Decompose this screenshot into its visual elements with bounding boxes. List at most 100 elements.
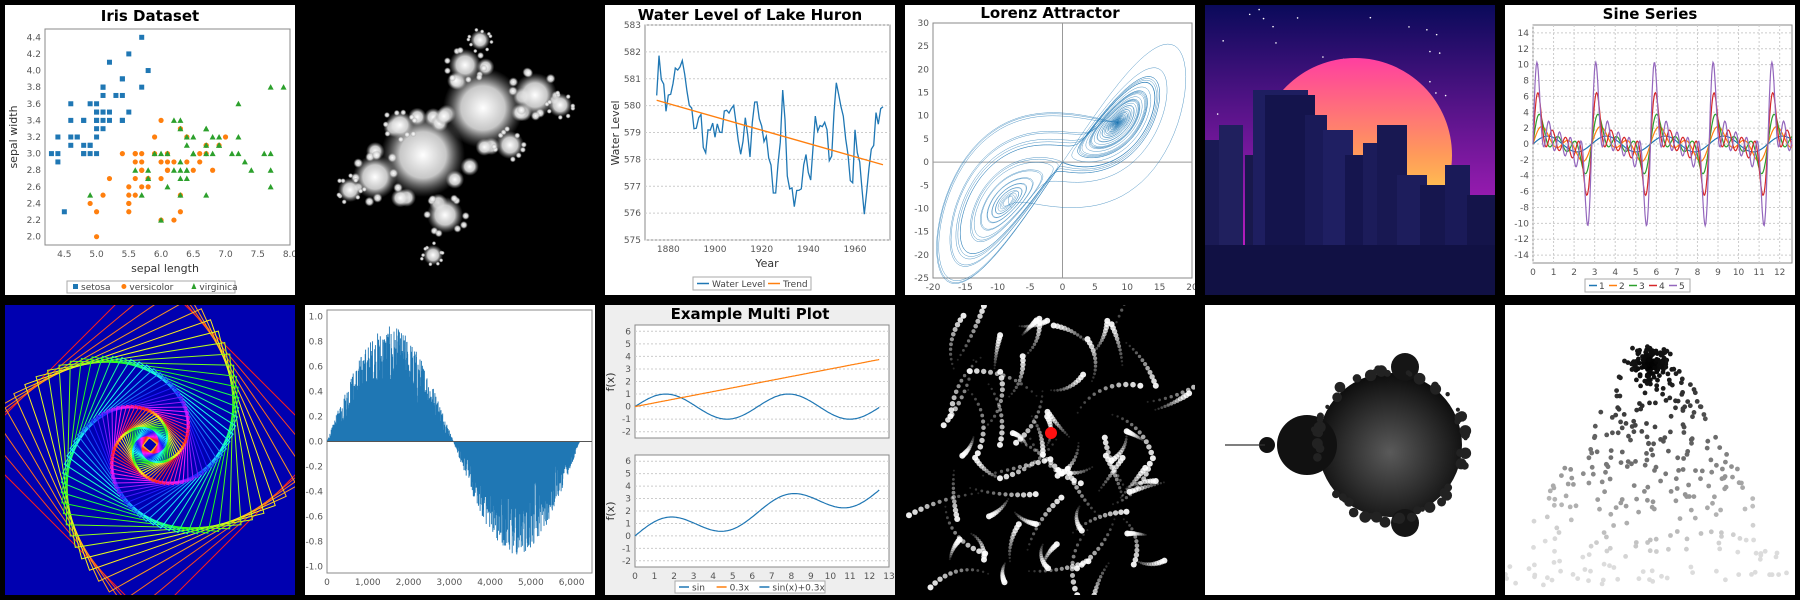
virginica-point: [203, 192, 210, 198]
scatter-point: [1625, 459, 1631, 464]
fractal-bud: [1445, 391, 1450, 397]
julia-sublobe: [570, 103, 576, 109]
particle-dot: [1185, 387, 1191, 393]
y-tick-label: 583: [624, 21, 641, 31]
particle-dot: [1092, 352, 1097, 357]
trend-line: [656, 99, 884, 166]
particle-dot: [965, 542, 971, 548]
particle-dot: [1050, 322, 1057, 329]
x-tick-label: 1960: [844, 245, 867, 255]
x-tick-label: 11: [1753, 268, 1764, 278]
particle-dot: [949, 342, 953, 347]
particle-dot: [953, 389, 959, 395]
scatter-point: [1624, 464, 1630, 469]
particle-dot: [979, 437, 985, 444]
fractal-bud: [1348, 507, 1359, 518]
particle-dot: [1023, 325, 1027, 328]
particle-dot: [952, 327, 958, 332]
x-tick-label: 8.0: [283, 250, 295, 260]
particle-dot: [1114, 477, 1119, 482]
particle-dot: [962, 389, 967, 394]
fractal-bud: [1455, 407, 1460, 412]
particle-dot: [1118, 348, 1122, 352]
virginica-point: [151, 150, 158, 157]
legend-marker: [121, 284, 127, 289]
particle-dot: [1041, 458, 1048, 464]
particle-dot: [1072, 531, 1074, 534]
particle-dot: [1021, 466, 1027, 472]
particle-dot: [997, 332, 1004, 339]
particle-dot: [940, 422, 947, 429]
virginica-point: [177, 117, 184, 123]
fractal-bud: [1406, 512, 1417, 522]
x-tick-label: 5: [1092, 283, 1098, 293]
particle-dot: [999, 387, 1005, 393]
setosa-point: [94, 109, 100, 115]
particle-dot: [1119, 454, 1126, 461]
y-tick-label: -2: [622, 428, 631, 438]
particle-dot: [999, 469, 1004, 473]
particle-dot: [1098, 341, 1102, 345]
lorenz-trajectory: [936, 43, 1187, 284]
particle-dot: [1166, 403, 1170, 407]
star: [1322, 56, 1324, 58]
scatter-point: [1674, 529, 1680, 534]
particle-dot: [969, 334, 973, 338]
julia-lobe: [449, 49, 481, 81]
attractor-red-dot: [1045, 427, 1057, 439]
scatter-point: [1663, 364, 1669, 370]
scatter-point: [1687, 403, 1693, 409]
x-tick-label: -15: [958, 283, 973, 293]
particle-dot: [1016, 469, 1021, 475]
particle-dot: [1154, 408, 1157, 411]
scatter-point: [1694, 399, 1700, 404]
particle-dot: [1015, 521, 1022, 528]
virginica-point: [183, 167, 190, 173]
x-tick-label: 6.5: [186, 250, 200, 260]
y-tick-label: 2: [1523, 124, 1529, 134]
particle-dot: [1007, 376, 1012, 380]
particle-dot: [1108, 528, 1112, 531]
scatter-point: [1680, 408, 1686, 413]
scatter-point: [1607, 476, 1613, 482]
particle-dot: [1047, 441, 1050, 444]
setosa-point: [126, 109, 132, 115]
scatter-point: [1699, 468, 1705, 474]
particle-dot: [1095, 581, 1100, 586]
fractal-bud: [1460, 461, 1469, 470]
particle-dot: [1076, 411, 1079, 414]
particle-dot: [1044, 317, 1051, 324]
particle-dot: [1030, 415, 1033, 418]
setosa-point: [55, 151, 61, 157]
scatter-point: [1549, 577, 1555, 583]
julia-sublobe: [403, 131, 411, 138]
particle-dot: [1148, 449, 1154, 456]
scatter-point: [1701, 412, 1707, 417]
julia-sublobe: [504, 125, 511, 133]
bar-signal-chart: -1.0 -0.8 -0.6 -0.4 -0.2 0.0 0.2 0.4 0.6 0.8 1.0 0 1…: [305, 305, 595, 595]
fractal-bud: [1460, 430, 1470, 440]
scatter-point: [1714, 568, 1719, 574]
versicolor-point: [145, 184, 151, 190]
y-tick-label: 30: [918, 19, 930, 29]
particle-dot: [969, 487, 972, 489]
x-tick-label: 11: [844, 572, 855, 582]
scatter-point: [1607, 563, 1612, 569]
particle-dot: [1008, 542, 1013, 546]
scatter-point: [1677, 516, 1683, 521]
particle-dot: [1041, 543, 1044, 546]
particle-dot: [945, 417, 951, 423]
scatter-point: [1654, 549, 1659, 554]
x-tick-label: 8: [1695, 268, 1701, 278]
mandelbrot-fractal: [1205, 305, 1495, 595]
legend-marker: [73, 284, 78, 289]
julia-sublobe: [473, 48, 478, 54]
particle-dot: [1119, 496, 1122, 499]
particle-dot: [1130, 482, 1134, 487]
versicolor-point: [139, 151, 145, 157]
scatter-point: [1644, 421, 1649, 426]
particle-dot: [1128, 524, 1131, 527]
scatter-point: [1684, 536, 1690, 542]
julia-sublobe: [443, 67, 452, 75]
scatter-point: [1626, 433, 1631, 439]
